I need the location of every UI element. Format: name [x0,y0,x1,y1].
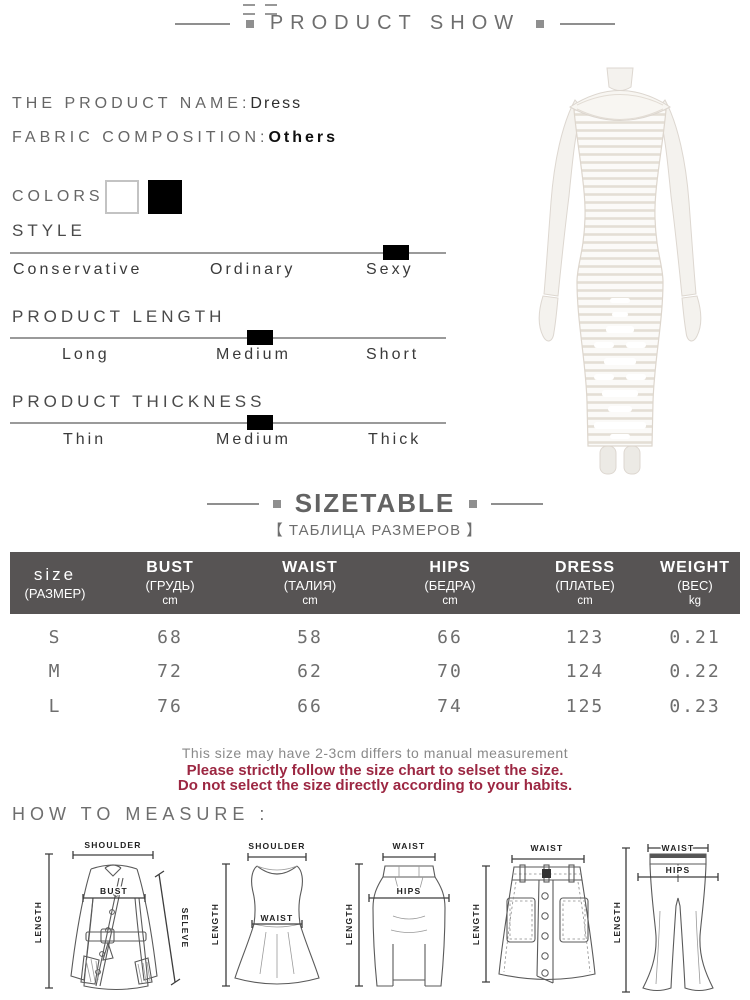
decorative-square [469,499,478,508]
col-waist: WAIST (ТАЛИЯ) cm [282,558,338,607]
colors-label: COLORS: [12,188,113,205]
fabric-label: FABRIC COMPOSITION: [12,129,269,146]
thickness-marker [247,415,273,430]
decorative-line [491,502,544,505]
table-row-m: M 72 62 70 124 0.22 [48,660,721,682]
sketch-jacket: SHOULDER LENGTH SELEVE BUST [33,840,190,991]
skirt-length-label: LENGTH [344,903,354,945]
sketch-mini-skirt: WAIST LENGTH [471,843,596,984]
jacket-sleeve-label: SELEVE [180,908,190,949]
col-weight: WEIGHT (ВЕС) kg [660,558,730,607]
color-swatch-black [148,180,182,214]
sketch-dress: SHOULDER LENGTH WAIST [210,841,320,987]
product-name-label: THE PRODUCT NAME: [12,95,251,112]
fabric-row: FABRIC COMPOSITION:Others [12,129,338,147]
product-name-value: Dress [250,95,303,112]
length-marker [247,330,273,345]
thickness-option-thin: Thin [63,431,107,448]
pants-length-label: LENGTH [612,901,622,943]
thickness-options: Thin Medium Thick [10,431,446,451]
length-option-short: Short [366,346,420,363]
thickness-slider-line [10,415,446,430]
decorative-square [272,499,281,508]
jacket-shoulder-label: SHOULDER [84,840,141,850]
jacket-length-label: LENGTH [33,901,43,943]
skirt-waist-label: WAIST [393,841,426,851]
length-option-medium: Medium [216,346,291,363]
dress-graphic [569,90,671,447]
thickness-option-thick: Thick [368,431,422,448]
product-photo [538,67,702,475]
page-header: PRODUCT SHOW [20,12,750,35]
style-title: STYLE [12,221,86,240]
col-hips: HIPS (БЕДРА) cm [424,558,476,607]
product-name-row: THE PRODUCT NAME:Dress [12,95,302,113]
dress-waist-label: WAIST [261,913,294,923]
size-table-head: size (РАЗМЕР) BUST (ГРУДЬ) cm WAIST (ТАЛ… [10,552,740,614]
dress-shoulder-label: SHOULDER [248,841,305,851]
length-title: PRODUCT LENGTH [12,307,226,326]
style-option-conservative: Conservative [13,261,143,278]
col-bust: BUST (ГРУДЬ) cm [145,558,195,607]
style-option-ordinary: Ordinary [210,261,296,278]
jacket-bust-label: BUST [100,886,128,896]
mini-skirt-waist-label: WAIST [531,843,564,853]
sketch-pencil-skirt: WAIST LENGTH HIPS [344,841,450,987]
col-dress: DRESS (ПЛАТЬЕ) cm [554,558,616,607]
decorative-square [536,19,545,28]
colors-row: COLORS: [12,188,112,206]
color-swatch-white [105,180,139,214]
decorative-line [174,22,230,25]
top-mark-icon [243,4,255,15]
decorative-line [560,22,616,25]
measure-note: This size may have 2-3cm differs to manu… [181,745,569,761]
length-options: Long Medium Short [10,346,446,366]
fabric-value: Others [268,129,339,146]
dress-length-label: LENGTH [210,903,220,945]
sizetable-subtitle: 【 ТАБЛИЦА РАЗМЕРОВ 】 [267,522,483,539]
size-table: size (РАЗМЕР) BUST (ГРУДЬ) cm WAIST (ТАЛ… [10,552,740,725]
col-size: size (РАЗМЕР) [24,565,86,601]
length-option-long: Long [62,346,110,363]
table-row-l: L 76 66 74 125 0.23 [48,696,721,717]
decorative-line [206,502,259,505]
sizetable-title: SIZETABLE [294,488,456,518]
warning-line-1: Please strictly follow the size chart to… [186,762,564,779]
how-to-measure-title: HOW TO MEASURE : [12,804,270,824]
pants-waist-label: WAIST [662,843,695,853]
top-mark-icon [265,4,277,15]
style-options: Conservative Ordinary Sexy [10,261,446,281]
thickness-title: PRODUCT THICKNESS [12,392,266,411]
page-title: PRODUCT SHOW [269,12,521,34]
sizetable-header: SIZETABLE [0,488,750,519]
mini-skirt-length-label: LENGTH [471,903,481,945]
thickness-option-medium: Medium [216,431,291,448]
skirt-hips-label: HIPS [397,886,422,896]
style-marker [383,245,409,260]
mannequin [538,67,702,475]
style-slider-line [10,245,446,260]
table-row-s: S 68 58 66 123 0.21 [48,626,721,648]
warning-line-2: Do not select the size directly accordin… [177,777,573,794]
length-slider-line [10,330,446,345]
style-option-sexy: Sexy [366,261,414,278]
sketch-flare-pants: WAIST LENGTH HIPS [612,842,719,993]
decorative-square [245,19,254,28]
pants-hips-label: HIPS [666,865,691,875]
size-table-body: S 68 58 66 123 0.21 M 72 62 70 124 0.22 … [10,614,740,725]
